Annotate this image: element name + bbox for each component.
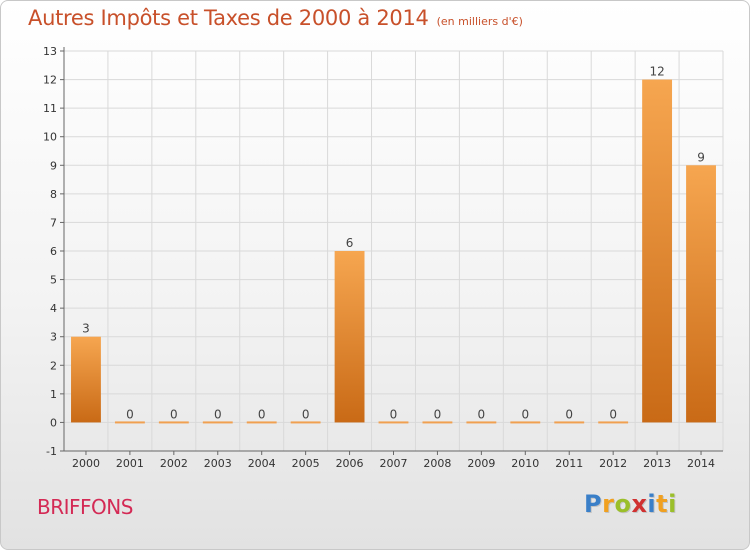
x-tick-label: 2003 <box>204 457 232 470</box>
data-label: 0 <box>170 407 178 421</box>
x-tick-label: 2013 <box>643 457 671 470</box>
x-tick-label: 2009 <box>467 457 495 470</box>
bar <box>554 421 585 424</box>
logo-letter: x <box>631 490 648 518</box>
logo-letter: o <box>614 490 632 518</box>
data-label: 0 <box>302 407 310 421</box>
y-tick-label: -1 <box>46 445 57 458</box>
x-tick-label: 2011 <box>555 457 583 470</box>
x-tick-label: 2005 <box>292 457 320 470</box>
y-tick-label: 10 <box>43 131 57 144</box>
bar <box>598 421 629 424</box>
x-tick-label: 2010 <box>511 457 539 470</box>
y-tick-label: 3 <box>50 331 57 344</box>
logo-letter: P <box>584 490 603 518</box>
data-label: 0 <box>390 407 398 421</box>
data-label: 0 <box>565 407 573 421</box>
x-tick-label: 2007 <box>380 457 408 470</box>
grid-lines <box>63 50 724 452</box>
commune-name: BRIFFONS <box>37 495 133 519</box>
bar <box>378 421 409 424</box>
data-label: 0 <box>478 407 486 421</box>
bar <box>642 79 673 423</box>
y-tick-label: 2 <box>50 359 57 372</box>
bar <box>114 421 145 424</box>
bar <box>71 336 101 423</box>
bar <box>290 421 321 424</box>
y-tick-label: 4 <box>50 302 57 315</box>
data-label: 0 <box>609 407 617 421</box>
proxiti-logo[interactable]: Proxiti <box>584 490 677 518</box>
y-tick-label: 11 <box>43 102 57 115</box>
y-tick-label: 9 <box>50 159 57 172</box>
bar <box>686 165 716 423</box>
y-tick-label: 6 <box>50 245 57 258</box>
x-tick-label: 2012 <box>599 457 627 470</box>
y-tick-label: 1 <box>50 388 57 401</box>
chart-header: Autres Impôts et Taxes de 2000 à 2014 (en… <box>28 6 523 30</box>
x-tick-label: 2006 <box>336 457 364 470</box>
data-label: 12 <box>649 65 664 79</box>
data-label: 0 <box>258 407 266 421</box>
bar <box>158 421 189 424</box>
x-tick-label: 2008 <box>423 457 451 470</box>
bar <box>422 421 453 424</box>
x-tick-label: 2002 <box>160 457 188 470</box>
bar <box>334 251 365 423</box>
data-label: 0 <box>521 407 529 421</box>
x-tick-label: 2004 <box>248 457 276 470</box>
bar <box>202 421 233 424</box>
data-label: 9 <box>697 150 705 164</box>
y-tick-label: 8 <box>50 188 57 201</box>
logo-letter: t <box>656 490 669 518</box>
chart-title: Autres Impôts et Taxes de 2000 à 2014 <box>28 6 429 30</box>
y-tick-label: 12 <box>43 74 57 87</box>
x-tick-label: 2014 <box>687 457 715 470</box>
x-tick-label: 2001 <box>116 457 144 470</box>
y-tick-label: 5 <box>50 274 57 287</box>
data-label: 0 <box>434 407 442 421</box>
data-label: 6 <box>346 236 354 250</box>
y-tick-label: 0 <box>50 416 57 429</box>
labels: -101234567891011121320003200102002020030… <box>43 45 715 470</box>
chart-subtitle: (en milliers d'€) <box>436 15 523 28</box>
data-label: 3 <box>82 322 90 336</box>
y-tick-label: 13 <box>43 45 57 58</box>
x-tick-label: 2000 <box>72 457 100 470</box>
logo-letter: r <box>602 490 615 518</box>
logo-letter: i <box>668 490 677 518</box>
data-label: 0 <box>126 407 134 421</box>
axes <box>60 47 723 455</box>
bar <box>466 421 497 424</box>
y-tick-label: 7 <box>50 216 57 229</box>
bars <box>71 79 716 424</box>
bar <box>246 421 277 424</box>
data-label: 0 <box>214 407 222 421</box>
logo-letter: i <box>647 490 657 518</box>
bar <box>510 421 541 424</box>
